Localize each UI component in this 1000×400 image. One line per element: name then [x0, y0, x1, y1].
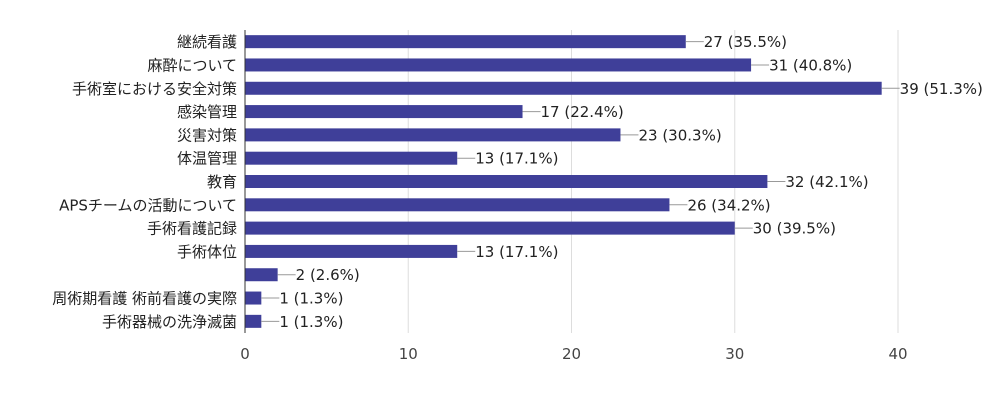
data-label: 2 (2.6%) [296, 266, 360, 284]
x-tick-label: 10 [399, 345, 418, 363]
category-label: 手術看護記録 [147, 220, 237, 238]
data-label: 13 (17.1%) [475, 243, 558, 261]
category-label: 継続看護 [177, 33, 237, 51]
bar [245, 128, 621, 142]
data-label: 39 (51.3%) [900, 80, 983, 98]
data-labels: 27 (35.5%) 31 (40.8%) 39 (51.3%) 17 (22.4%)… [279, 33, 983, 331]
bars [245, 35, 882, 328]
category-label: 手術器械の洗浄滅菌 [102, 313, 237, 331]
x-tick-label: 30 [725, 345, 744, 363]
category-label: APSチームの活動について [59, 196, 237, 214]
data-label: 1 (1.3%) [279, 313, 343, 331]
bar [245, 175, 768, 188]
x-tick-label: 20 [562, 345, 581, 363]
category-label: 体温管理 [177, 150, 237, 168]
category-label: 災害対策 [177, 126, 237, 144]
bar [245, 291, 262, 305]
data-label: 1 (1.3%) [279, 290, 343, 308]
bar [245, 268, 278, 282]
bar [245, 58, 752, 72]
data-label: 31 (40.8%) [769, 56, 852, 74]
category-label: 教育 [207, 173, 237, 191]
x-tick-label: 40 [888, 345, 907, 363]
bar [245, 198, 670, 212]
x-tick-labels: 0 10 20 30 40 [240, 345, 907, 363]
x-tick-label: 0 [240, 345, 250, 363]
category-label: 感染管理 [177, 103, 237, 121]
category-label: 周術期看護 術前看護の実際 [52, 290, 237, 308]
bar [245, 151, 458, 165]
data-label: 17 (22.4%) [541, 103, 624, 121]
data-label: 32 (42.1%) [785, 173, 868, 191]
bar [245, 221, 735, 235]
bar [245, 81, 882, 95]
data-label: 27 (35.5%) [704, 33, 787, 51]
bar [245, 314, 262, 328]
category-label: 手術室における安全対策 [72, 80, 237, 98]
category-label: 手術体位 [177, 243, 237, 261]
data-label: 30 (39.5%) [753, 220, 836, 238]
bar [245, 105, 523, 119]
data-label: 13 (17.1%) [475, 150, 558, 168]
category-label: 麻酔について [147, 56, 237, 74]
bar [245, 244, 458, 258]
data-label: 26 (34.2%) [687, 196, 770, 214]
data-label: 23 (30.3%) [638, 126, 721, 144]
leader-lines [261, 41, 900, 322]
bar [245, 35, 686, 49]
